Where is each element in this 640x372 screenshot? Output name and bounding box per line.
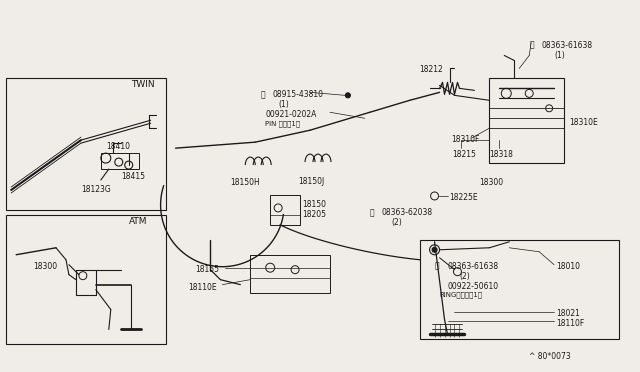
Text: ATM: ATM (129, 217, 147, 226)
Text: 18415: 18415 (121, 172, 145, 181)
Text: (2): (2) (392, 218, 403, 227)
Text: 18150J: 18150J (298, 177, 324, 186)
Bar (250, 255, 330, 293)
Text: 18110E: 18110E (189, 283, 217, 292)
Text: Ⓥ: Ⓥ (260, 90, 265, 99)
Bar (6, 215, 166, 344)
Bar (490, 78, 564, 163)
Text: PIN ピン（1）: PIN ピン（1） (265, 120, 300, 127)
Text: 18300: 18300 (479, 178, 504, 187)
Text: 18021: 18021 (556, 308, 580, 318)
Text: 18212: 18212 (420, 65, 444, 74)
Text: RINGリング（1）: RINGリング（1） (440, 292, 483, 298)
Bar (420, 240, 619, 339)
Text: 18155: 18155 (195, 265, 220, 274)
Text: 08363-61638: 08363-61638 (447, 262, 499, 271)
Text: 18110F: 18110F (556, 318, 584, 327)
Text: 18310E: 18310E (569, 118, 598, 127)
Text: (1): (1) (554, 51, 565, 60)
Text: Ⓢ: Ⓢ (370, 208, 374, 217)
Text: Ⓢ: Ⓢ (435, 262, 439, 271)
Text: TWIN: TWIN (131, 80, 154, 89)
Text: 18150H: 18150H (230, 178, 260, 187)
Bar (101, 153, 139, 169)
Text: 18410: 18410 (106, 142, 130, 151)
Circle shape (432, 247, 437, 252)
Text: 18205: 18205 (302, 210, 326, 219)
Text: 18215: 18215 (452, 150, 476, 159)
Text: 18225E: 18225E (449, 193, 478, 202)
Text: 00922-50610: 00922-50610 (447, 282, 499, 291)
Text: 08915-43810: 08915-43810 (272, 90, 323, 99)
Text: ^ 80*0073: ^ 80*0073 (529, 352, 571, 361)
Text: 18318: 18318 (490, 150, 513, 159)
Bar (6, 78, 166, 210)
Text: 18150: 18150 (302, 200, 326, 209)
Text: 08363-61638: 08363-61638 (541, 41, 592, 49)
Text: 00921-0202A: 00921-0202A (265, 110, 317, 119)
Text: Ⓢ: Ⓢ (529, 41, 534, 49)
Text: 18010: 18010 (556, 262, 580, 271)
Text: 18300: 18300 (33, 262, 57, 271)
Text: (1): (1) (278, 100, 289, 109)
Text: 18123G: 18123G (81, 185, 111, 194)
Bar (270, 195, 300, 225)
Circle shape (346, 93, 350, 98)
Text: (2): (2) (460, 272, 470, 281)
Text: 08363-62038: 08363-62038 (382, 208, 433, 217)
Text: 18310F: 18310F (451, 135, 480, 144)
